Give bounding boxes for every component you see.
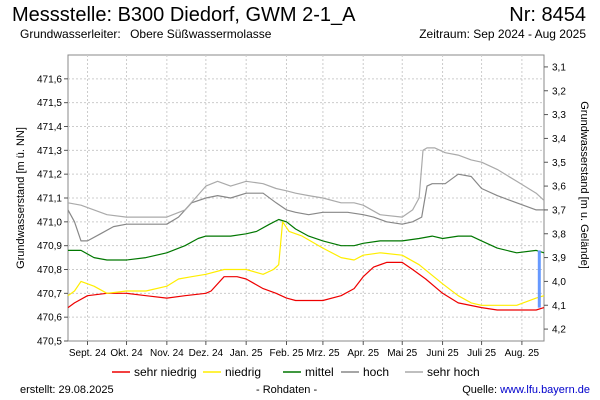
x-tick-label: Dez. 24 — [189, 348, 224, 359]
x-tick-label: Juni 25 — [426, 348, 459, 359]
y-tick-label: 470,8 — [37, 265, 62, 276]
legend: sehr niedrig niedrig mittel hoch sehr hoch — [112, 365, 480, 379]
x-tick-label: Mrz. 25 — [306, 348, 340, 359]
x-axis: Sept. 24 Okt. 24 Nov. 24 Dez. 24 Jan. 25 Feb.… — [69, 341, 540, 359]
y-axis-title-left: Grundwasserstand [m ü. NN] — [15, 127, 27, 269]
period-text: Zeitraum: Sep 2024 - Aug 2025 — [419, 27, 586, 41]
x-tick-label: Apr. 25 — [347, 348, 379, 359]
y-tick-label: 470,5 — [37, 337, 62, 348]
y-right-tick-label: 3,5 — [552, 158, 566, 169]
aquifer-label: Grundwasserleiter: — [20, 27, 121, 41]
y-right-tick-label: 3,1 — [552, 62, 566, 73]
x-tick-label: Aug. 25 — [505, 348, 540, 359]
created-date: erstellt: 29.08.2025 — [20, 384, 114, 396]
page-title: Messstelle: B300 Diedorf, GWM 2-1_A — [12, 4, 356, 26]
y-tick-label: 471,3 — [37, 146, 62, 157]
y-right-tick-label: 3,8 — [552, 229, 566, 240]
y-tick-label: 470,9 — [37, 241, 62, 252]
legend-label: sehr hoch — [427, 365, 480, 379]
y-tick-label: 471,0 — [37, 217, 62, 228]
aquifer-value: Obere Süßwassermolasse — [130, 27, 272, 41]
x-tick-label: Mai 25 — [387, 348, 417, 359]
y-right-tick-label: 3,7 — [552, 205, 566, 216]
source-link[interactable]: www.lfu.bayern.de — [500, 384, 590, 396]
y-tick-label: 471,1 — [37, 194, 62, 205]
legend-label: mittel — [305, 365, 334, 379]
raw-data-note: - Rohdaten - — [256, 384, 318, 396]
source-info: Quelle: www.lfu.bayern.de — [462, 384, 590, 396]
x-tick-label: Jan. 25 — [230, 348, 263, 359]
y-right-tick-label: 3,6 — [552, 182, 566, 193]
y-right-tick-label: 4,2 — [552, 325, 566, 336]
y-tick-label: 471,4 — [37, 122, 62, 133]
y-tick-label: 470,7 — [37, 289, 62, 300]
grid — [68, 55, 544, 341]
source-label: Quelle: — [462, 384, 498, 396]
series-line-hoch — [67, 173, 544, 242]
series-line-sehr-niedrig — [67, 261, 545, 311]
y-axis-right: 3,1 3,2 3,3 3,4 3,5 3,6 3,7 3,8 3,9 4,0 4,1 4,2 — [544, 62, 566, 336]
y-axis-left: 470,5 470,6 470,7 470,8 470,9 471,0 471,1 471,2… — [37, 74, 68, 348]
series-group — [67, 147, 545, 311]
x-tick-label: Sept. 24 — [69, 348, 107, 359]
x-tick-label: Juli 25 — [467, 348, 496, 359]
y-right-tick-label: 3,2 — [552, 86, 566, 97]
y-right-tick-label: 4,0 — [552, 277, 566, 288]
current-value-marker — [537, 250, 541, 308]
legend-label: hoch — [363, 365, 389, 379]
y-right-tick-label: 3,3 — [552, 110, 566, 121]
aquifer-info: Grundwasserleiter: Obere Süßwassermolass… — [20, 27, 277, 41]
series-line-niedrig — [67, 221, 545, 306]
y-tick-label: 471,5 — [37, 98, 62, 109]
legend-label: sehr niedrig — [134, 365, 197, 379]
y-tick-label: 471,2 — [37, 170, 62, 181]
station-number: Nr: 8454 — [509, 4, 586, 26]
series-line-sehr-hoch — [67, 147, 545, 218]
series-line-mittel — [68, 218, 545, 261]
y-axis-title-right: Grundwasserstand [m u. Gelände] — [578, 101, 590, 269]
x-tick-label: Okt. 24 — [110, 348, 143, 359]
y-right-tick-label: 3,9 — [552, 253, 566, 264]
y-right-tick-label: 4,1 — [552, 301, 566, 312]
x-tick-label: Nov. 24 — [150, 348, 184, 359]
y-right-tick-label: 3,4 — [552, 134, 566, 145]
y-tick-label: 470,6 — [37, 313, 62, 324]
y-tick-label: 471,6 — [37, 74, 62, 85]
x-tick-label: Feb. 25 — [270, 348, 304, 359]
legend-label: niedrig — [225, 365, 261, 379]
